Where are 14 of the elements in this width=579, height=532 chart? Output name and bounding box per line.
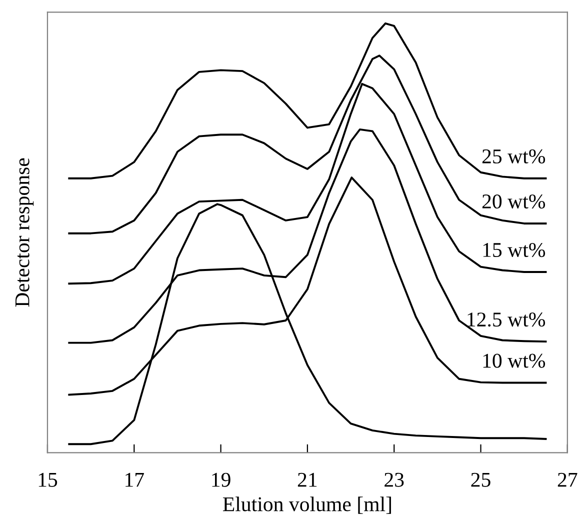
x-tick-label: 23	[384, 472, 404, 487]
x-tick-label: 19	[212, 472, 230, 487]
x-axis-title: Elution volume [ml]	[222, 496, 391, 514]
x-tick-label: 15	[38, 472, 58, 487]
series-label: 10 wt%	[483, 354, 546, 368]
y-axis-title: Detector response	[16, 158, 34, 307]
series-label: 15 wt%	[483, 242, 546, 258]
x-tick-label: 17	[126, 472, 144, 487]
series-label: 12.5 wt%	[468, 312, 546, 327]
x-tick-label: 27	[558, 472, 578, 487]
series-label: 25 wt%	[482, 149, 546, 164]
x-tick-label: 25	[471, 472, 490, 487]
x-tick-label: 21	[298, 472, 317, 487]
series-label: 20 wt%	[482, 194, 546, 209]
